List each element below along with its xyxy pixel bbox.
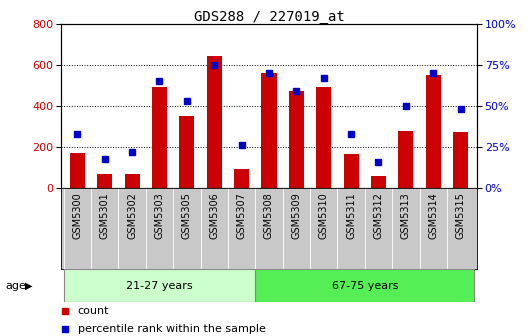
Text: GSM5300: GSM5300 [73, 192, 82, 239]
Text: percentile rank within the sample: percentile rank within the sample [77, 324, 266, 334]
Text: count: count [77, 306, 109, 316]
Text: GSM5311: GSM5311 [346, 192, 356, 239]
Bar [371, 176, 386, 188]
Text: GSM5309: GSM5309 [292, 192, 302, 239]
Bar [426, 75, 441, 188]
Text: GSM5303: GSM5303 [154, 192, 164, 239]
Text: GSM5306: GSM5306 [209, 192, 219, 239]
Text: GSM5305: GSM5305 [182, 192, 192, 239]
Text: GDS288 / 227019_at: GDS288 / 227019_at [193, 10, 344, 24]
Bar [97, 174, 112, 188]
Bar [453, 132, 468, 188]
Text: GSM5315: GSM5315 [456, 192, 465, 239]
Bar [261, 73, 277, 188]
Text: GSM5310: GSM5310 [319, 192, 329, 239]
Bar [152, 87, 167, 188]
Bar [343, 154, 359, 188]
Text: GSM5308: GSM5308 [264, 192, 274, 239]
Bar [125, 174, 139, 188]
Text: GSM5314: GSM5314 [428, 192, 438, 239]
Bar [399, 131, 413, 188]
Bar [70, 153, 85, 188]
Bar [316, 87, 331, 188]
Bar [64, 269, 255, 302]
Text: GSM5312: GSM5312 [374, 192, 384, 239]
Bar [179, 116, 195, 188]
Text: GSM5307: GSM5307 [236, 192, 246, 239]
Text: 67-75 years: 67-75 years [332, 281, 398, 291]
Bar [207, 56, 222, 188]
Text: 21-27 years: 21-27 years [126, 281, 193, 291]
Text: GSM5301: GSM5301 [100, 192, 110, 239]
Text: ▶: ▶ [25, 281, 33, 291]
Text: GSM5313: GSM5313 [401, 192, 411, 239]
Text: age: age [5, 281, 26, 291]
Text: GSM5302: GSM5302 [127, 192, 137, 239]
Bar [255, 269, 474, 302]
Bar [289, 91, 304, 188]
Bar [234, 169, 249, 188]
